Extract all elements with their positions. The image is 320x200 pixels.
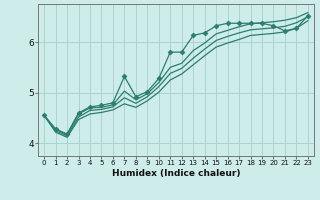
X-axis label: Humidex (Indice chaleur): Humidex (Indice chaleur) [112,169,240,178]
